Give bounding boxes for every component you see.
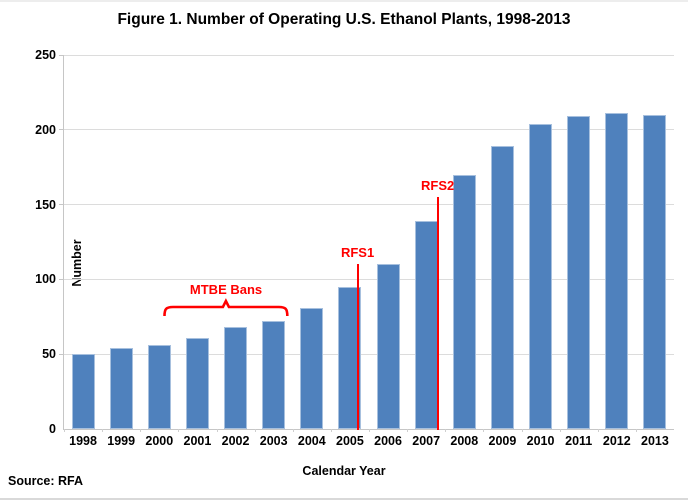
x-tick-label-2001: 2001: [183, 434, 212, 448]
x-tick-label-1999: 1999: [107, 434, 136, 448]
x-tick-mark: [635, 429, 637, 432]
rfs1-label: RFS1: [340, 245, 375, 261]
bar-2001: [185, 337, 209, 429]
y-tick-label: 50: [42, 347, 56, 362]
gridline: [64, 204, 674, 206]
x-tick-label-2012: 2012: [602, 434, 631, 448]
bar-2012: [605, 113, 629, 429]
y-tick-mark: [59, 278, 64, 280]
y-tick-label: 0: [49, 422, 56, 436]
bar-2011: [567, 116, 591, 429]
bar-2000: [147, 345, 171, 429]
x-tick-mark: [445, 429, 447, 432]
bar-2003: [262, 321, 286, 429]
rfs2-line: [436, 197, 439, 430]
chart-title: Figure 1. Number of Operating U.S. Ethan…: [117, 11, 571, 28]
x-tick-mark: [330, 429, 332, 432]
y-tick-label: 150: [35, 197, 56, 212]
gridline: [64, 129, 674, 131]
x-tick-mark: [407, 429, 409, 432]
bar-2005: [338, 286, 362, 429]
x-tick-label-2006: 2006: [374, 434, 402, 448]
y-tick-mark: [59, 54, 64, 56]
x-tick-label-2010: 2010: [526, 434, 555, 448]
plot-area: Number 0 50 100 150 200 250 1998 1999 2000 2001 20…: [35, 48, 674, 448]
x-tick-label-2004: 2004: [297, 434, 326, 448]
x-tick-mark: [216, 429, 218, 432]
rfs2-label: RFS2: [421, 178, 455, 194]
bar-2004: [300, 307, 324, 429]
bar-2010: [529, 123, 553, 429]
x-tick-mark: [64, 429, 65, 432]
bar-2009: [490, 146, 514, 429]
bar-1998: [71, 354, 95, 429]
x-tick-mark: [559, 429, 561, 432]
x-tick-label-2002: 2002: [221, 434, 250, 448]
x-tick-mark: [292, 429, 294, 432]
x-tick-label-2008: 2008: [450, 434, 479, 448]
x-tick-mark: [597, 429, 599, 432]
y-tick-mark: [59, 204, 64, 206]
x-tick-label-2013: 2013: [641, 434, 669, 448]
x-tick-mark: [102, 429, 104, 432]
mtbe-bans-brace: [163, 298, 289, 317]
bar-2002: [224, 327, 248, 429]
rfs1-line: [356, 264, 359, 430]
x-tick-label-1998: 1998: [69, 434, 97, 448]
x-axis-title: Calendar Year: [302, 464, 386, 478]
mtbe-bans-label: MTBE Bans: [189, 282, 263, 298]
x-tick-mark: [521, 429, 523, 432]
x-tick-label-2003: 2003: [259, 434, 288, 448]
y-axis-title: Number: [70, 239, 84, 287]
bar-1999: [109, 348, 133, 429]
x-tick-mark: [178, 429, 180, 432]
x-tick-mark: [369, 429, 370, 432]
bar-2006: [376, 264, 400, 429]
y-tick-mark: [59, 129, 64, 131]
gridline: [64, 353, 674, 355]
gridline: [64, 54, 674, 56]
x-tick-label-2000: 2000: [145, 434, 174, 448]
x-tick-label-2007: 2007: [412, 434, 441, 448]
bar-2008: [452, 174, 476, 429]
x-tick-label-2005: 2005: [336, 434, 364, 448]
bar-2013: [643, 114, 667, 429]
x-tick-mark: [254, 429, 256, 432]
bar-2007: [414, 221, 438, 429]
y-tick-label: 100: [35, 272, 56, 287]
x-tick-label-2009: 2009: [488, 434, 517, 448]
x-tick-mark: [483, 429, 485, 432]
y-tick-label: 200: [35, 122, 56, 137]
x-tick-mark: [140, 429, 142, 432]
y-tick-mark: [59, 353, 64, 355]
y-tick-label: 250: [35, 48, 56, 62]
source-note: Source: RFA: [8, 474, 84, 488]
x-tick-label-2011: 2011: [565, 434, 593, 448]
gridline: [64, 278, 674, 280]
